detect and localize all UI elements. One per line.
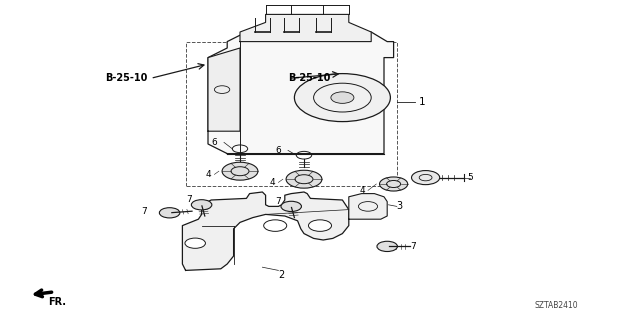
Circle shape [185, 238, 205, 248]
Circle shape [377, 241, 397, 252]
Text: B-25-10: B-25-10 [106, 73, 148, 84]
Text: SZTAB2410: SZTAB2410 [535, 301, 579, 310]
Text: B-25-10: B-25-10 [288, 73, 330, 84]
Circle shape [281, 201, 301, 212]
Polygon shape [240, 14, 371, 42]
Circle shape [159, 208, 180, 218]
Polygon shape [182, 192, 349, 270]
Circle shape [308, 220, 332, 231]
Circle shape [264, 220, 287, 231]
Text: 7: 7 [276, 197, 281, 206]
Text: 6: 6 [212, 138, 218, 147]
Text: 4: 4 [359, 186, 365, 195]
Text: 4: 4 [269, 178, 275, 187]
Circle shape [294, 74, 390, 122]
Text: 1: 1 [419, 97, 426, 108]
Text: 7: 7 [141, 207, 147, 216]
Polygon shape [208, 32, 394, 154]
Circle shape [222, 162, 258, 180]
Circle shape [331, 92, 354, 103]
Circle shape [286, 170, 322, 188]
Text: 2: 2 [278, 270, 285, 280]
Text: 3: 3 [397, 201, 403, 212]
Polygon shape [349, 194, 387, 219]
Text: 5: 5 [467, 173, 473, 182]
Circle shape [412, 171, 440, 185]
Circle shape [380, 177, 408, 191]
Text: 4: 4 [205, 170, 211, 179]
Text: 6: 6 [276, 146, 282, 155]
Polygon shape [208, 48, 240, 131]
Text: 7: 7 [410, 242, 415, 251]
Text: 7: 7 [186, 196, 191, 204]
Text: FR.: FR. [48, 297, 66, 307]
Circle shape [191, 200, 212, 210]
